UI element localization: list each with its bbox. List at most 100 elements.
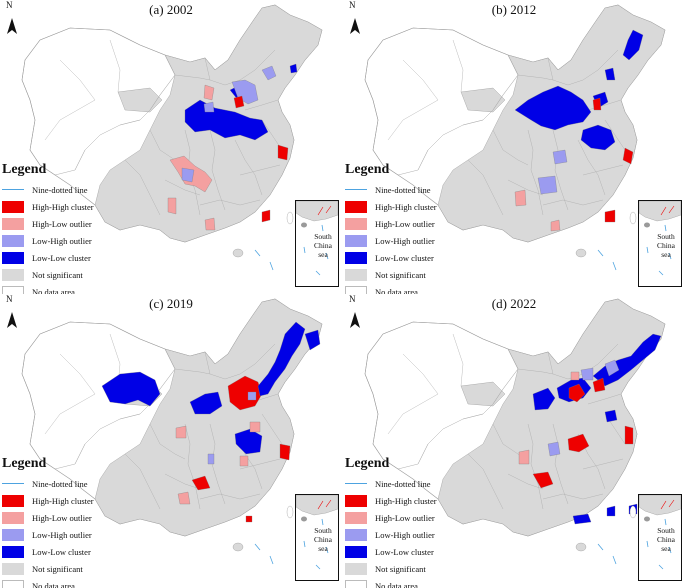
legend-swatch (2, 251, 24, 264)
panel-title: (a) 2002 (149, 2, 193, 17)
legend-item: Nine-dotted line (345, 475, 475, 492)
high-high-patch (568, 383, 586, 403)
province-border (239, 343, 276, 375)
legend-swatch (2, 483, 24, 484)
inset-label-line: China (657, 241, 675, 250)
province-border (527, 423, 544, 510)
not-significant-region (437, 298, 666, 537)
high-low-patch (175, 425, 187, 439)
high-low-patch (177, 491, 191, 505)
china-map (21, 4, 323, 271)
province-border (517, 368, 554, 375)
province-border (582, 458, 624, 470)
panel-title: (c) 2019 (149, 296, 193, 311)
high-high-patch (261, 209, 271, 223)
legend-label: Nine-dotted line (32, 184, 88, 195)
province-border (402, 353, 439, 395)
legend: Legend Nine-dotted line High-High cluster H… (345, 162, 475, 294)
legend-label: Low-High outlier (375, 235, 435, 246)
legend-label: Low-Low cluster (32, 546, 91, 557)
province-border (552, 129, 569, 211)
low-low-patch (289, 63, 298, 74)
inset-label: South China sea (651, 526, 681, 553)
legend-swatch (2, 189, 24, 190)
legend-item: Low-Low cluster (345, 543, 475, 560)
legend-swatch (2, 545, 24, 558)
map-panel: (a) 2002 N Legend Nine-dotted line High-High… (0, 0, 342, 294)
legend-label: Nine-dotted line (375, 184, 431, 195)
province-border (467, 159, 504, 216)
nine-dotted-line-segment (597, 249, 604, 257)
legend-swatch (345, 545, 367, 558)
legend-label: High-High cluster (375, 495, 437, 506)
taiwan-island (286, 505, 294, 519)
inset-label-line: sea (661, 544, 671, 553)
province-border (452, 333, 464, 387)
legend-swatch (345, 268, 367, 281)
province-border (462, 403, 494, 420)
low-low-patch (189, 391, 223, 415)
legend-item: High-Low outlier (345, 215, 475, 232)
nine-dotted-line-segment (269, 555, 274, 565)
legend-swatch (2, 511, 24, 524)
legend-label: High-Low outlier (375, 512, 435, 523)
province-border (492, 129, 529, 166)
inset-label-line: South (314, 232, 332, 241)
province-border (387, 393, 439, 435)
legend-item: High-Low outlier (345, 509, 475, 526)
province-border (124, 453, 161, 510)
not-significant-region (460, 381, 506, 407)
province-border (149, 423, 186, 460)
inset-label-line: China (314, 535, 332, 544)
low-high-patch (547, 441, 561, 457)
not-significant-region (94, 298, 323, 537)
high-low-patch (570, 371, 580, 381)
legend-item: No data area (2, 577, 132, 588)
high-low-patch (239, 455, 249, 467)
north-arrow-icon (350, 18, 360, 34)
nine-dotted-line-segment (254, 249, 261, 257)
legend-label: Low-High outlier (375, 529, 435, 540)
low-high-patch (552, 149, 568, 165)
low-low-patch (304, 329, 321, 351)
legend-label: Not significant (375, 269, 426, 280)
province-border (587, 99, 622, 111)
province-border (59, 353, 96, 395)
low-low-patch (257, 321, 306, 397)
legend-swatch (345, 494, 367, 507)
legend-item: High-High cluster (2, 492, 132, 509)
province-border (199, 199, 261, 206)
high-high-patch (191, 475, 211, 491)
province-border (402, 59, 439, 101)
high-low-patch (249, 421, 261, 433)
high-low-patch (167, 197, 177, 215)
legend-item: High-Low outlier (2, 215, 132, 232)
province-border (199, 493, 261, 500)
legend-label: High-High cluster (32, 495, 94, 506)
province-border (119, 109, 151, 126)
nine-dotted-line-segment (612, 261, 617, 271)
province-border (507, 473, 544, 490)
map-panel: (c) 2019 N Legend Nine-dotted line High-High… (0, 294, 342, 588)
south-china-sea-inset: South China sea (638, 494, 682, 581)
legend-title: Legend (345, 162, 390, 177)
high-high-patch (279, 443, 291, 461)
legend-swatch (345, 579, 367, 588)
nine-dotted-line-segment (597, 543, 604, 551)
legend-item: High-High cluster (345, 492, 475, 509)
legend-item: No data area (345, 577, 475, 588)
province-border (387, 99, 439, 141)
province-border (44, 99, 96, 141)
legend-swatch (2, 528, 24, 541)
legend-label: High-High cluster (375, 201, 437, 212)
hainan-island (575, 542, 587, 552)
taiwan-island (629, 505, 637, 519)
legend-swatch (345, 234, 367, 247)
province-border (492, 54, 519, 111)
high-high-patch (233, 95, 245, 109)
province-border (604, 119, 626, 151)
province-border (467, 453, 504, 510)
legend-swatch (2, 494, 24, 507)
province-border (542, 493, 604, 500)
low-high-patch (203, 101, 215, 113)
